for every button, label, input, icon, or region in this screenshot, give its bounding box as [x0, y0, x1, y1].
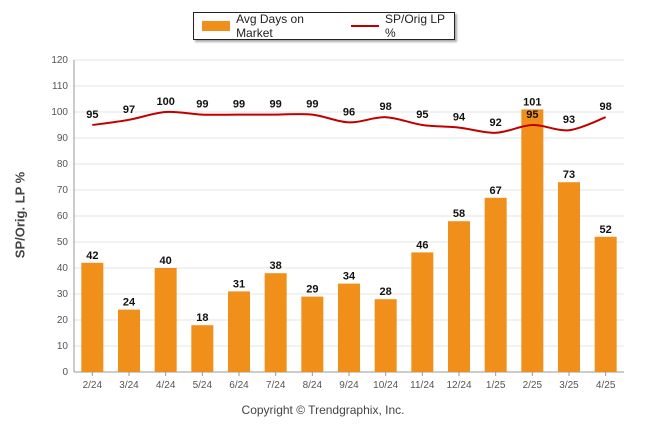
- bar: [594, 236, 617, 372]
- bar: [191, 325, 214, 372]
- bar-data-label: 40: [160, 255, 172, 267]
- bar: [154, 268, 177, 372]
- line-data-label: 95: [526, 109, 538, 121]
- legend-line-swatch: [350, 25, 379, 27]
- y-tick-label: 90: [57, 133, 69, 144]
- bar-data-label: 101: [523, 96, 541, 108]
- x-tick-label: 2/24: [83, 380, 103, 391]
- x-tick-label: 2/25: [523, 380, 543, 391]
- x-tick-label: 9/24: [339, 380, 359, 391]
- bar: [484, 197, 507, 372]
- bar: [558, 182, 580, 372]
- y-tick-label: 120: [51, 55, 68, 66]
- bar: [338, 283, 360, 372]
- y-tick-label: 0: [62, 367, 68, 378]
- y-tick-label: 110: [52, 81, 68, 92]
- bar-data-label: 42: [86, 250, 98, 262]
- line-data-label: 99: [196, 99, 208, 111]
- bar: [118, 309, 140, 372]
- line-data-label: 99: [306, 99, 318, 111]
- line-data-label: 99: [270, 99, 282, 111]
- line-data-label: 96: [343, 106, 355, 118]
- bar: [81, 262, 104, 372]
- bar-data-label: 24: [123, 297, 136, 309]
- series-line-sp-orig-lp: [92, 110, 607, 134]
- line-data-label: 98: [380, 101, 392, 113]
- legend-bar-swatch: [202, 21, 231, 31]
- y-tick-label: 60: [57, 211, 69, 222]
- x-tick-label: 4/24: [156, 380, 176, 391]
- bar-data-label: 38: [270, 260, 282, 272]
- line-data-label: 95: [86, 109, 98, 121]
- legend-bar-label: Avg Days on Market: [236, 12, 304, 40]
- bar-data-label: 67: [490, 185, 502, 197]
- x-tick-label: 6/24: [229, 380, 249, 391]
- line-data-label: 99: [233, 99, 245, 111]
- bar: [228, 291, 250, 372]
- line-data-label: 98: [600, 101, 612, 113]
- bar: [521, 109, 544, 373]
- bar-data-label: 58: [453, 208, 465, 220]
- bar-data-label: 34: [343, 271, 356, 283]
- line-data-label: 94: [453, 112, 466, 124]
- legend-line-label: SP/Orig LP %: [385, 12, 445, 40]
- y-tick-label: 30: [57, 289, 69, 300]
- bar: [264, 273, 287, 372]
- y-tick-label: 40: [57, 263, 69, 274]
- x-tick-label: 10/24: [373, 380, 398, 391]
- y-tick-label: 10: [57, 341, 69, 352]
- y-tick-label: 100: [51, 107, 68, 118]
- bar: [411, 252, 434, 372]
- chart-legend: Avg Days on Market SP/Orig LP %: [193, 12, 455, 40]
- line-data-label: 97: [123, 104, 135, 116]
- line-data-label: 95: [416, 109, 428, 121]
- bar-data-label: 46: [416, 239, 428, 251]
- y-tick-label: 80: [57, 159, 69, 170]
- line-data-label: 93: [563, 114, 575, 126]
- x-tick-label: 12/24: [446, 380, 471, 391]
- bar: [301, 296, 324, 372]
- line-data-label: 92: [490, 117, 502, 129]
- bar-data-label: 52: [600, 224, 612, 236]
- x-tick-label: 1/25: [486, 380, 506, 391]
- bar: [448, 221, 470, 372]
- legend-item-line: SP/Orig LP %: [350, 12, 454, 40]
- y-tick-label: 70: [57, 185, 69, 196]
- y-tick-label: 20: [57, 315, 69, 326]
- copyright-footer: Copyright © Trendgraphix, Inc.: [241, 403, 405, 417]
- bar-data-label: 29: [306, 284, 318, 296]
- x-tick-label: 11/24: [410, 380, 435, 391]
- bar-data-label: 31: [233, 278, 245, 290]
- bar-data-label: 28: [380, 286, 392, 298]
- x-tick-label: 8/24: [303, 380, 323, 391]
- x-tick-label: 5/24: [193, 380, 213, 391]
- line-data-label: 100: [156, 96, 174, 108]
- bar: [374, 299, 397, 372]
- x-tick-label: 7/24: [266, 380, 286, 391]
- bar-data-label: 18: [196, 312, 208, 324]
- x-tick-label: 3/24: [119, 380, 139, 391]
- x-tick-label: 3/25: [559, 380, 579, 391]
- legend-item-bar: Avg Days on Market: [202, 12, 337, 40]
- y-tick-label: 50: [57, 237, 69, 248]
- x-tick-label: 4/25: [596, 380, 616, 391]
- bar-data-label: 73: [563, 169, 575, 181]
